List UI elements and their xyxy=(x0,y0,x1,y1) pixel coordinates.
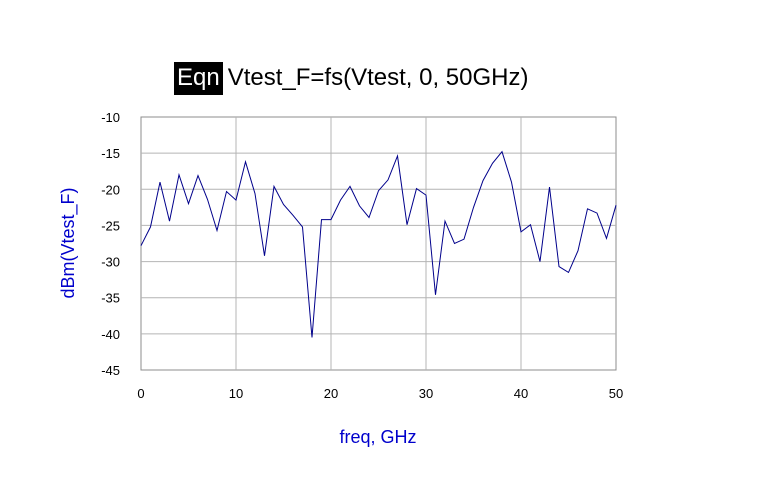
x-tick-labels: 0 10 20 30 40 50 xyxy=(137,386,623,401)
equation-text: Vtest_F=fs(Vtest, 0, 50GHz) xyxy=(227,64,529,91)
plot-frame xyxy=(140,116,617,371)
y-tick-label: -10 xyxy=(101,110,120,125)
grid xyxy=(141,117,616,370)
y-tick-labels: -10 -15 -20 -25 -30 -35 -40 -45 xyxy=(101,110,120,378)
x-axis-title: freq, GHz xyxy=(339,427,416,447)
y-tick-label: -20 xyxy=(101,182,120,197)
x-tick-label: 40 xyxy=(514,386,528,401)
y-axis-title: dBm(Vtest_F) xyxy=(58,187,79,298)
plot-title: Eqn Vtest_F=fs(Vtest, 0, 50GHz) xyxy=(174,60,528,96)
x-tick-label: 30 xyxy=(419,386,433,401)
y-tick-label: -25 xyxy=(101,218,120,233)
x-tick-label: 20 xyxy=(324,386,338,401)
x-tick-label: 50 xyxy=(609,386,623,401)
y-tick-label: -15 xyxy=(101,146,120,161)
eqn-badge: Eqn xyxy=(174,61,223,95)
x-tick-label: 10 xyxy=(229,386,243,401)
series-line xyxy=(140,150,617,338)
y-tick-label: -40 xyxy=(101,327,120,342)
y-tick-label: -35 xyxy=(101,291,120,306)
x-tick-label: 0 xyxy=(137,386,144,401)
y-tick-label: -45 xyxy=(101,363,120,378)
y-tick-label: -30 xyxy=(101,255,120,270)
